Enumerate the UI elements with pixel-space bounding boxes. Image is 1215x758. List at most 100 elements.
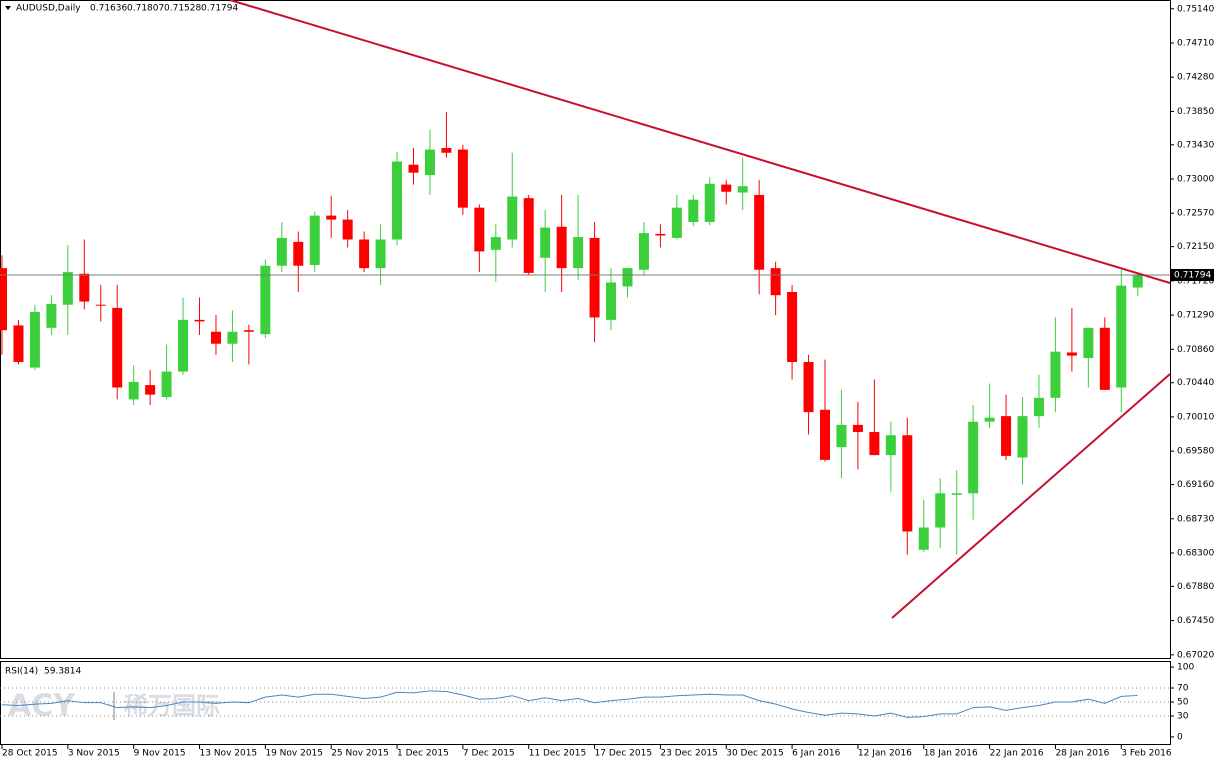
x-tick-label: 3 Nov 2015: [68, 749, 120, 758]
candle-body: [79, 273, 90, 302]
y-tick-label: 30: [1177, 711, 1189, 721]
candle-body: [688, 199, 699, 222]
x-tick-label: 13 Nov 2015: [200, 749, 258, 758]
rsi-panel: [0, 661, 1171, 745]
candle-body: [1033, 397, 1044, 417]
candle-body: [457, 149, 468, 208]
candle-body: [1099, 327, 1110, 390]
candle-body: [359, 239, 370, 269]
rsi-title: RSI(14): [5, 667, 38, 677]
candle-body: [161, 371, 172, 398]
watermark-logo: ACY: [8, 689, 76, 724]
y-tick-label: 0.69580: [1177, 447, 1214, 457]
candle-body: [638, 233, 649, 270]
price-label-box: [1171, 268, 1214, 281]
candle-body: [326, 215, 337, 220]
y-tick-label: 0.67020: [1177, 650, 1214, 660]
x-tick-label: 17 Dec 2015: [595, 749, 653, 758]
candle-body: [128, 381, 139, 400]
candle-body: [523, 198, 534, 273]
candle-body: [655, 233, 666, 236]
candle-body: [885, 435, 896, 456]
candle-body: [606, 282, 617, 320]
candle-body: [556, 226, 567, 269]
ohlc-high: 0.71807: [127, 4, 164, 14]
candle-body: [1050, 351, 1061, 398]
x-tick-label: 22 Jan 2016: [990, 749, 1044, 758]
candle-body: [0, 268, 7, 331]
x-tick-label: 28 Oct 2015: [2, 749, 58, 758]
candle-body: [820, 409, 830, 460]
x-tick-label: 7 Dec 2015: [463, 749, 515, 758]
candle-body: [803, 362, 814, 413]
candle-body: [178, 319, 189, 372]
candle-body: [589, 237, 600, 318]
candle-body: [1017, 416, 1028, 458]
ohlc-open: 0.71636: [90, 4, 127, 14]
x-tick-label: 3 Feb 2016: [1121, 749, 1172, 758]
candle-body: [968, 421, 979, 494]
candle-body: [408, 164, 419, 173]
y-tick-label: 0.72150: [1177, 242, 1214, 252]
y-tick-label: 0.73000: [1177, 175, 1214, 185]
candle-body: [951, 493, 962, 495]
candle-body: [540, 227, 551, 258]
candle-body: [507, 196, 518, 240]
candle-body: [754, 194, 765, 270]
ohlc-close: 0.71794: [201, 4, 238, 14]
x-tick-label: 9 Nov 2015: [134, 749, 186, 758]
candle-body: [1001, 416, 1012, 456]
x-tick-label: 11 Dec 2015: [529, 749, 587, 758]
candle-body: [62, 272, 73, 305]
candle-body: [29, 311, 40, 368]
candle-body: [737, 186, 748, 193]
x-tick-label: 19 Nov 2015: [265, 749, 323, 758]
candle-body: [1132, 274, 1143, 288]
candle-body: [145, 385, 156, 395]
candle-body: [902, 435, 913, 532]
menu-arrow[interactable]: [5, 6, 11, 10]
y-tick-label: 0.70010: [1177, 412, 1214, 422]
candle-body: [671, 207, 682, 238]
price-label: 0.71794: [1174, 270, 1211, 280]
candle-body: [375, 239, 386, 269]
candle-body: [918, 527, 929, 550]
candle-body: [721, 184, 732, 192]
y-tick-label: 0.70440: [1177, 378, 1214, 388]
candle-body: [392, 161, 403, 240]
rsi-value: 59.3814: [44, 667, 81, 677]
candle-body: [787, 292, 798, 363]
candle-body: [46, 303, 57, 328]
x-tick-label: 25 Nov 2015: [331, 749, 389, 758]
y-tick-label: 0: [1177, 732, 1183, 742]
candle-body: [227, 331, 238, 344]
watermark-name: 稀万国际: [124, 692, 220, 720]
candle-body: [704, 183, 715, 222]
candle-body: [836, 424, 847, 448]
candle-body: [770, 268, 781, 296]
candle-body: [210, 331, 221, 344]
y-tick-label: 0.71290: [1177, 311, 1214, 321]
ohlc-low: 0.71528: [164, 4, 201, 14]
y-tick-label: 0.75140: [1177, 4, 1214, 14]
x-tick-label: 12 Jan 2016: [858, 749, 912, 758]
candle-body: [490, 237, 501, 250]
watermark: ACY 稀万国际: [8, 689, 220, 724]
rsi-line: [1, 690, 1138, 718]
y-tick-label: 0.67450: [1177, 616, 1214, 626]
candle-body: [984, 417, 995, 422]
candle-body: [441, 147, 452, 153]
y-tick-label: 0.68300: [1177, 548, 1214, 558]
candle-body: [95, 304, 106, 306]
candle-body: [112, 307, 123, 388]
resistance-trendline: [229, 0, 1171, 284]
y-tick-label: 50: [1177, 697, 1189, 707]
candle-body: [424, 149, 435, 176]
x-tick-label: 1 Dec 2015: [397, 749, 449, 758]
candle-body: [1083, 327, 1094, 359]
y-tick-label: 0.70860: [1177, 345, 1214, 355]
candle-body: [342, 219, 353, 240]
candle-body: [1066, 352, 1077, 356]
y-tick-label: 0.73430: [1177, 140, 1214, 150]
